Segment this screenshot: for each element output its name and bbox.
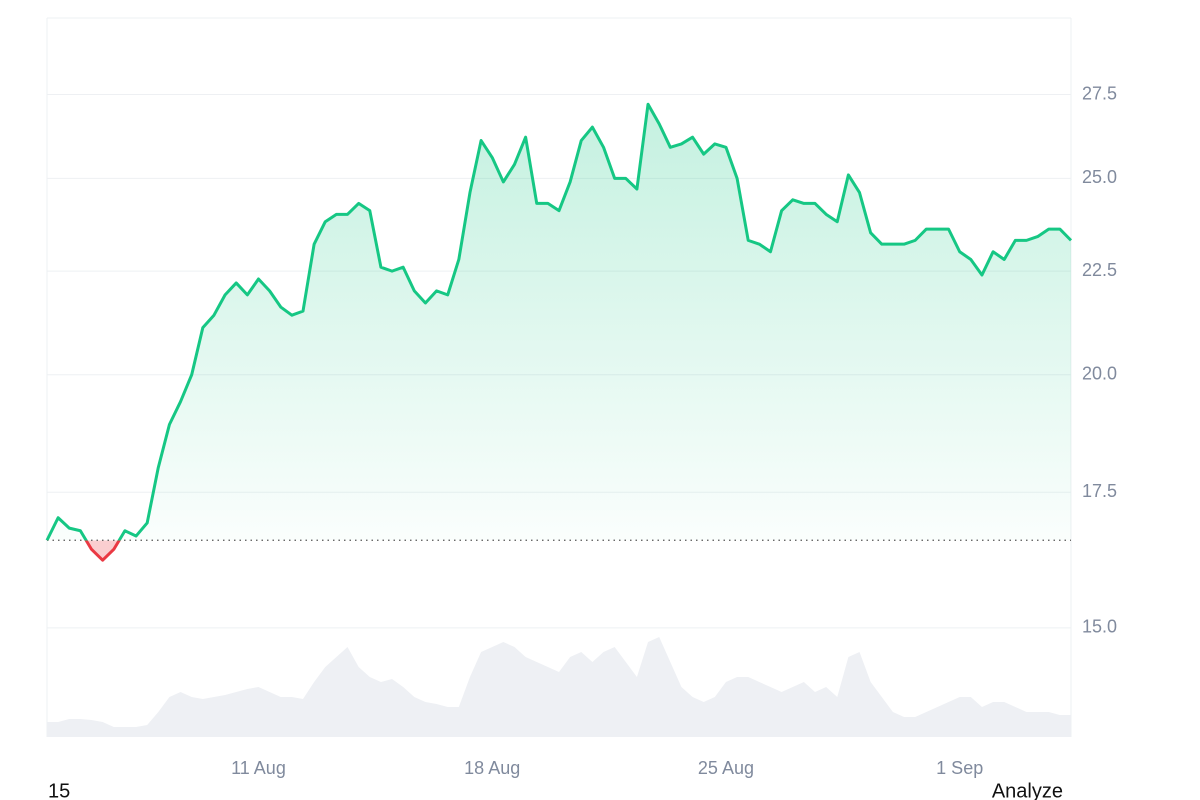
x-tick-label: 25 Aug [698,758,754,778]
footer-left: 15 [48,780,70,800]
x-tick-label: 18 Aug [464,758,520,778]
y-tick-label: 15.0 [1082,617,1117,637]
y-tick-label: 22.5 [1082,260,1117,280]
x-tick-label: 1 Sep [936,758,983,778]
area [47,104,1071,561]
volume-area [47,637,1071,737]
y-tick-label: 25.0 [1082,167,1117,187]
y-tick-label: 17.5 [1082,481,1117,501]
price-line [45,102,1073,562]
y-tick-label: 20.0 [1082,363,1117,383]
y-tick-label: 27.5 [1082,83,1117,103]
x-tick-label: 11 Aug [231,758,286,778]
footer-right[interactable]: Analyze [992,780,1063,800]
